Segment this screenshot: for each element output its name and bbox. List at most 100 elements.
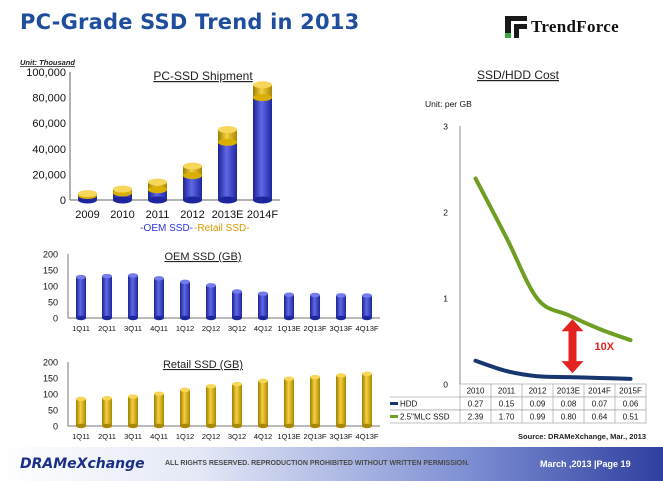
- bar: [154, 278, 164, 318]
- bar-base: [232, 423, 242, 429]
- bar-top: [232, 289, 242, 294]
- bar-oem-retail-seam: [183, 172, 202, 180]
- bar-retail-ssd-top: [78, 190, 97, 198]
- x-tick-label: 3Q13F: [330, 324, 353, 333]
- y-tick-label: 100: [43, 282, 58, 292]
- x-tick-label: 3Q11: [124, 324, 142, 333]
- bar-base: [102, 315, 112, 321]
- gap-arrow-icon: [561, 319, 584, 374]
- bar-top: [102, 395, 112, 401]
- chart-title: Retail SSD (GB): [163, 359, 243, 371]
- bar-top: [336, 373, 346, 378]
- x-tick-label: 1Q12: [176, 324, 194, 333]
- x-tick-label: 2013E: [557, 387, 580, 396]
- bar-top: [284, 292, 294, 297]
- oem-ssd-chart: OEM SSD (GB) 0 50 100 150 200 1Q11 2Q11 3Q11 4Q11…: [43, 250, 380, 333]
- bar-top: [154, 391, 164, 396]
- bar-retail-ssd-top: [148, 178, 167, 186]
- bar-top: [76, 274, 86, 280]
- data-label: 0.51: [623, 413, 639, 422]
- y-tick-label: 60,000: [32, 118, 66, 130]
- bar-retail-ssd: [253, 84, 272, 98]
- legend-oem-ssd: -OEM SSD-: [140, 223, 193, 234]
- footer-page-number: March ,2013 |Page 19: [540, 459, 631, 469]
- bar: [76, 277, 86, 318]
- legend-series-name: 2.5"MLC SSD: [400, 413, 450, 422]
- x-tick-label: 2011: [146, 209, 170, 221]
- bar: [232, 291, 242, 318]
- bar-oem-ssd: [218, 142, 237, 200]
- bar-top: [336, 293, 346, 298]
- bar-retail-ssd: [183, 166, 202, 176]
- bar-base: [128, 315, 138, 321]
- bar-base: [206, 423, 216, 429]
- y-tick-label: 100: [43, 390, 58, 400]
- series-line-ssd: [473, 176, 633, 343]
- bar-oem-retail-seam: [218, 138, 237, 146]
- bar-top: [258, 291, 268, 296]
- bar-top: [362, 293, 372, 298]
- bar-top: [232, 381, 242, 387]
- y-tick-label: 20,000: [32, 169, 66, 181]
- bar-top: [284, 376, 294, 381]
- x-tick-label: 2015F: [619, 387, 642, 396]
- table-row: [390, 409, 647, 424]
- bar-top: [76, 396, 86, 401]
- y-tick-label: 50: [48, 298, 58, 308]
- chart-title: SSD/HDD Cost: [477, 68, 560, 82]
- table-row: [390, 396, 647, 411]
- bar-base: [336, 315, 346, 321]
- bar-top: [362, 371, 372, 377]
- bar: [284, 294, 294, 318]
- bar-base: [310, 315, 320, 321]
- bar-oem-ssd-base: [183, 196, 202, 204]
- footer-copyright: ALL RIGHTS RESERVED. REPRODUCTION PROHIB…: [165, 460, 470, 467]
- y-tick-label: 1: [443, 294, 448, 304]
- x-tick-label: 3Q13F: [330, 432, 353, 441]
- y-tick-label: 0: [53, 314, 58, 324]
- data-label: 0.15: [499, 400, 515, 409]
- unit-label: Unit: Thousand: [20, 58, 75, 67]
- bar: [284, 378, 294, 426]
- bar: [310, 294, 320, 318]
- bar-oem-ssd-base: [113, 196, 132, 204]
- bar-top: [154, 276, 164, 281]
- bar-top: [128, 394, 138, 399]
- x-tick-label: 2011: [498, 387, 516, 396]
- data-label: 0.09: [530, 400, 546, 409]
- bar-base: [128, 423, 138, 429]
- chart-title: OEM SSD (GB): [164, 251, 241, 263]
- bar-retail-ssd-top: [218, 126, 237, 134]
- bar-base: [180, 315, 190, 321]
- x-tick-label: 4Q13F: [356, 324, 379, 333]
- bar-top: [206, 283, 216, 288]
- y-tick-label: 80,000: [32, 93, 66, 105]
- legend-series-name: HDD: [400, 400, 418, 409]
- x-tick-label: 2Q12: [202, 432, 220, 441]
- data-label: 0.99: [530, 413, 546, 422]
- x-tick-label: 2Q11: [98, 324, 116, 333]
- chart-title: PC-SSD Shipment: [153, 69, 253, 83]
- data-label: 0.07: [592, 400, 608, 409]
- y-tick-label: 0: [443, 380, 448, 390]
- y-tick-label: 200: [43, 358, 58, 368]
- bar-top: [310, 374, 320, 380]
- x-tick-label: 3Q12: [228, 432, 246, 441]
- data-label: 0.80: [561, 413, 577, 422]
- y-tick-label: 40,000: [32, 144, 66, 156]
- x-tick-label: 1Q11: [72, 432, 90, 441]
- bar-base: [336, 423, 346, 429]
- retail-ssd-chart: Retail SSD (GB) 0 50 100 150 200 1Q11 2Q11 3Q11 4…: [43, 358, 380, 441]
- bar-oem-retail-seam: [148, 186, 167, 194]
- bar-base: [284, 423, 294, 429]
- x-tick-label: 2Q12: [202, 324, 220, 333]
- x-tick-label: 3Q11: [124, 432, 142, 441]
- bar: [128, 275, 138, 318]
- bar-base: [76, 315, 86, 321]
- bar: [310, 377, 320, 426]
- bar-base: [102, 423, 112, 429]
- bar-oem-ssd: [113, 192, 132, 200]
- bar-retail-ssd-top: [183, 162, 202, 170]
- bar-oem-ssd: [148, 189, 167, 200]
